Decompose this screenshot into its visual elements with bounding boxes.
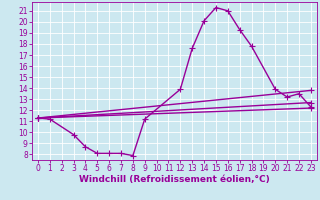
X-axis label: Windchill (Refroidissement éolien,°C): Windchill (Refroidissement éolien,°C) — [79, 175, 270, 184]
